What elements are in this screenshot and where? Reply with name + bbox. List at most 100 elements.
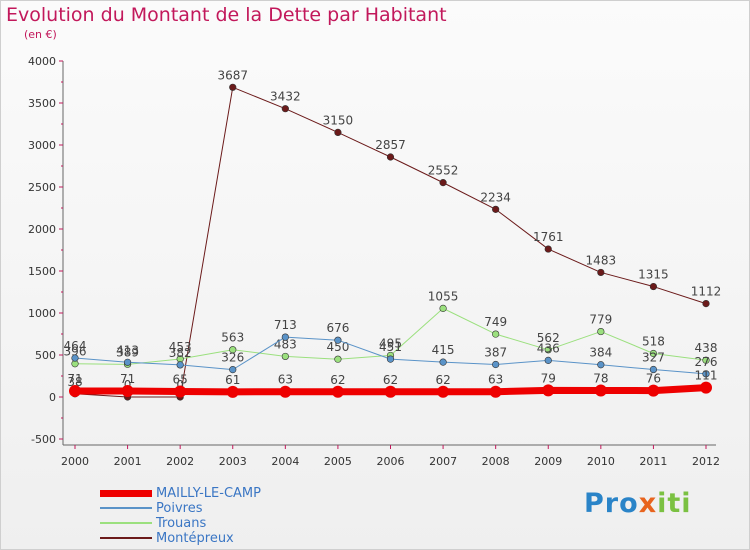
series-poivres-data-label: 464 [64,339,87,353]
series-mailly-le-camp-data-label: 79 [541,371,556,385]
chart-subtitle: (en €) [24,28,57,41]
series-poivres-data-label: 436 [537,341,560,355]
x-tick-label: 2003 [219,455,247,468]
series-trouans-data-label: 389 [116,345,139,359]
series-poivres-data-label: 387 [484,345,507,359]
legend-item: Montépreux [100,530,234,546]
series-mont-preux-data-label: 2552 [428,164,459,178]
series-trouans-point [334,355,342,363]
x-tick-label: 2005 [324,455,352,468]
x-tick-label: 2011 [639,455,667,468]
x-tick-label: 2002 [166,455,194,468]
brand-letter: r [604,488,620,519]
series-trouans-data-label: 495 [379,336,402,350]
legend-swatch [100,522,152,524]
brand-logo: Proxiti [584,488,692,519]
series-mont-preux-data-label: 2234 [480,190,511,204]
series-mailly-le-camp-data-label: 63 [278,373,293,387]
series-trouans-data-label: 749 [484,315,507,329]
series-poivres-point [123,358,132,366]
x-tick-label: 2012 [692,455,720,468]
series-trouans-point [544,346,552,354]
series-mailly-le-camp-data-label: 62 [435,373,450,387]
legend-label: MAILLY-LE-CAMP [156,485,261,501]
series-poivres-point [492,360,500,369]
brand-letter: P [584,488,605,519]
series-mont-preux-point [334,128,342,136]
x-tick-label: 2000 [61,455,89,468]
series-trouans-point [281,352,289,361]
y-tick-label: 500 [35,349,56,362]
brand-letter: i [657,488,668,519]
y-tick-label: 3500 [28,97,56,110]
brand-letter: o [619,488,639,519]
series-poivres-point [229,366,237,374]
series-trouans-point [492,330,500,338]
series-poivres-point [649,365,658,374]
series-mont-preux-point [386,153,395,161]
brand-letter: x [638,488,658,519]
series-mailly-le-camp-point [700,381,712,394]
series-mont-preux-point [597,268,605,277]
legend-item: Trouans [100,515,207,531]
series-poivres-point [439,358,447,366]
y-tick-label: 3000 [28,139,56,152]
series-trouans-point [439,304,447,312]
series-trouans-point [649,349,658,358]
series-mont-preux-point [702,299,710,308]
series-poivres-data-label: 413 [116,343,139,357]
series-poivres-point [544,356,552,364]
series-poivres-data-label: 326 [221,351,244,365]
series-mailly-le-camp-data-label: 63 [488,373,503,387]
series-trouans-data-label: 563 [221,331,244,345]
series-mailly-le-camp-data-label: 65 [173,373,188,387]
series-mont-preux-data-label: 1315 [638,268,669,282]
series-mont-preux-point [492,205,500,213]
series-mont-preux-data-label: 3687 [217,68,248,82]
x-tick-label: 2001 [114,455,142,468]
x-tick-label: 2004 [271,455,299,468]
series-mailly-le-camp-point [437,385,450,398]
y-tick-label: -500 [31,433,56,446]
series-poivres-point [597,361,605,369]
legend-label: Trouans [156,515,207,531]
series-mailly-le-camp-point [647,384,660,397]
series-mailly-le-camp-data-label: 78 [593,371,608,385]
series-poivres-point [176,361,184,369]
series-mailly-le-camp-point [594,384,607,397]
series-mailly-le-camp-point [384,385,397,398]
x-tick-label: 2007 [429,455,457,468]
x-tick-label: 2010 [587,455,615,468]
series-trouans-data-label: 779 [589,313,612,327]
series-trouans-data-label: 396 [64,345,87,359]
series-poivres-data-label: 276 [695,355,718,369]
series-mont-preux-data-label: 38 [67,375,82,389]
series-mailly-le-camp-data-label: 111 [695,369,718,383]
series-mailly-le-camp-point [174,385,187,398]
series-mailly-le-camp-point [542,384,555,397]
legend-swatch [100,507,152,509]
brand-letter: t [667,488,682,519]
series-mailly-le-camp-data-label: 62 [383,373,398,387]
series-poivres-data-label: 384 [589,346,612,360]
series-mont-preux-point [281,105,289,113]
series-trouans-point [597,327,605,336]
series-mont-preux-point [649,282,658,291]
y-tick-label: 2000 [28,223,56,236]
series-poivres-point [281,333,289,341]
series-mailly-le-camp-point [331,385,344,398]
series-poivres-data-label: 327 [642,351,665,365]
legend-item: MAILLY-LE-CAMP [100,485,261,501]
y-tick-label: 4000 [28,55,56,68]
y-tick-label: 1500 [28,265,56,278]
series-mont-preux-data-label: 1761 [533,230,564,244]
series-mailly-le-camp-point [226,385,239,398]
series-mailly-le-camp-data-label: 62 [330,373,345,387]
series-mailly-le-camp-point [279,385,292,398]
y-tick-label: 0 [49,391,56,404]
x-tick-label: 2009 [534,455,562,468]
legend-label: Montépreux [156,530,234,546]
legend-swatch [100,537,152,539]
series-trouans-data-label: 453 [169,340,192,354]
